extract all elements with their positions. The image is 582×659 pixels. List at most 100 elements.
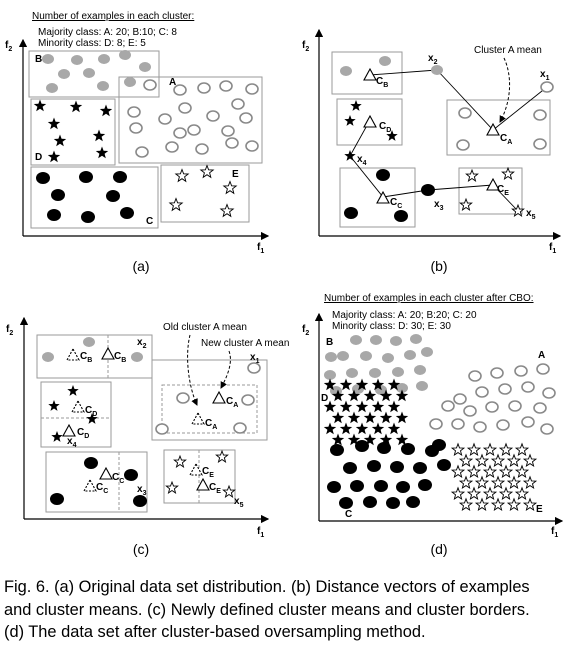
panel-c-new-mean-arrow bbox=[220, 350, 231, 389]
minority-example-e bbox=[514, 464, 530, 479]
panel-b-mean-label-d: CD bbox=[379, 121, 391, 134]
panel-b-x-axis-label: f1 bbox=[549, 242, 556, 255]
panel-b-point-label-x3: x3 bbox=[434, 199, 444, 212]
minority-example-e bbox=[522, 453, 538, 468]
majority-example-b bbox=[414, 365, 426, 375]
majority-example-c bbox=[418, 479, 432, 491]
minority-example-d bbox=[47, 117, 61, 130]
minority-example-d bbox=[48, 400, 60, 411]
panel-b-mean-label-e: CE bbox=[497, 184, 509, 197]
majority-example-b bbox=[337, 351, 349, 361]
panel-d-minority-line: Minority class: D: 30; E: 30 bbox=[332, 321, 451, 332]
minority-example-d bbox=[339, 422, 353, 435]
panel-a-cluster-e-box bbox=[160, 164, 250, 223]
majority-example-c bbox=[367, 460, 381, 472]
majority-example-c bbox=[396, 481, 410, 493]
minority-example-d bbox=[379, 411, 393, 424]
majority-example-b bbox=[382, 353, 394, 363]
majority-example-b bbox=[416, 381, 428, 391]
majority-example-a bbox=[540, 81, 554, 93]
cluster-mean-a bbox=[486, 122, 500, 136]
majority-example-c bbox=[376, 169, 390, 181]
majority-example-c bbox=[339, 497, 353, 509]
panel-c-old-mean-label-a: CA bbox=[205, 418, 217, 431]
majority-example-a bbox=[178, 102, 192, 114]
minority-example-e bbox=[173, 454, 187, 468]
panel-b-mean-label-b: CB bbox=[376, 76, 388, 89]
minority-example-d bbox=[339, 378, 353, 391]
minority-example-e bbox=[458, 453, 474, 468]
panel-b-point-label-x4: x4 bbox=[357, 154, 367, 167]
majority-example-b bbox=[42, 54, 54, 64]
minority-example-d bbox=[386, 130, 398, 141]
majority-example-c bbox=[47, 209, 61, 221]
panel-c-new-mean-label-d: CD bbox=[77, 427, 89, 440]
majority-example-c bbox=[124, 469, 138, 481]
minority-example-d bbox=[86, 413, 98, 424]
panel-a-cluster-b-box bbox=[28, 50, 160, 98]
minority-example-d bbox=[387, 378, 401, 391]
minority-example-e bbox=[474, 497, 490, 512]
minority-example-e bbox=[165, 480, 179, 494]
majority-example-a bbox=[463, 405, 477, 417]
panel-a-example-marks bbox=[33, 50, 259, 223]
majority-example-a bbox=[176, 392, 190, 404]
minority-example-e bbox=[168, 197, 184, 212]
panel-c-point-label-x3: x3 bbox=[137, 484, 147, 497]
minority-example-d bbox=[344, 115, 356, 126]
minority-example-e bbox=[490, 453, 506, 468]
majority-example-c bbox=[355, 440, 369, 452]
majority-example-a bbox=[143, 79, 157, 91]
panel-d-heading: Number of examples in each cluster after… bbox=[324, 293, 534, 304]
majority-example-c bbox=[350, 480, 364, 492]
majority-example-a bbox=[221, 125, 235, 137]
majority-example-a bbox=[451, 418, 465, 430]
majority-example-b bbox=[119, 50, 131, 60]
minority-example-e bbox=[474, 453, 490, 468]
panel-b-point-label-x2: x2 bbox=[428, 53, 438, 66]
new-cluster-mean-c bbox=[99, 466, 113, 480]
majority-example-c bbox=[374, 480, 388, 492]
minority-example-d bbox=[53, 134, 67, 147]
majority-example-b bbox=[71, 55, 83, 65]
panel-c-old-mean-label-d: CD bbox=[85, 405, 97, 418]
minority-example-d bbox=[67, 385, 79, 396]
panel-c-point-label-x2: x2 bbox=[137, 337, 147, 350]
minority-example-e bbox=[522, 497, 538, 512]
minority-example-e bbox=[482, 442, 498, 457]
minority-example-d bbox=[69, 100, 83, 113]
panel-d-y-axis-label: f2 bbox=[302, 324, 309, 337]
distance-vector bbox=[382, 189, 429, 198]
minority-example-d bbox=[347, 433, 361, 446]
minority-example-e bbox=[498, 486, 514, 501]
panel-c-cluster-b-box bbox=[36, 334, 153, 379]
majority-example-c bbox=[377, 442, 391, 454]
minority-example-d bbox=[363, 411, 377, 424]
majority-example-a bbox=[453, 393, 467, 405]
majority-example-b bbox=[404, 350, 416, 360]
majority-example-c bbox=[79, 171, 93, 183]
minority-example-d bbox=[331, 389, 345, 402]
panel-a-label: (a) bbox=[132, 258, 149, 274]
majority-example-c bbox=[84, 457, 98, 469]
panel-b-cluster-d-box bbox=[336, 98, 403, 146]
majority-example-a bbox=[475, 386, 489, 398]
panel-d-x-axis-label: f1 bbox=[551, 526, 558, 539]
minority-example-e bbox=[450, 442, 466, 457]
majority-example-a bbox=[490, 367, 504, 379]
majority-example-a bbox=[533, 402, 547, 414]
majority-example-b bbox=[410, 334, 422, 344]
majority-example-a bbox=[165, 141, 179, 153]
minority-example-d bbox=[363, 389, 377, 402]
panel-a: Number of examples in each cluster: Majo… bbox=[5, 11, 270, 274]
minority-example-d bbox=[331, 433, 345, 446]
majority-example-a bbox=[540, 423, 554, 435]
majority-example-b bbox=[390, 336, 402, 346]
majority-example-a bbox=[508, 400, 522, 412]
majority-example-c bbox=[113, 171, 127, 183]
majority-example-b bbox=[325, 352, 337, 362]
majority-example-b bbox=[124, 77, 136, 87]
minority-example-e bbox=[514, 486, 530, 501]
majority-example-c bbox=[401, 443, 415, 455]
minority-example-d bbox=[395, 389, 409, 402]
